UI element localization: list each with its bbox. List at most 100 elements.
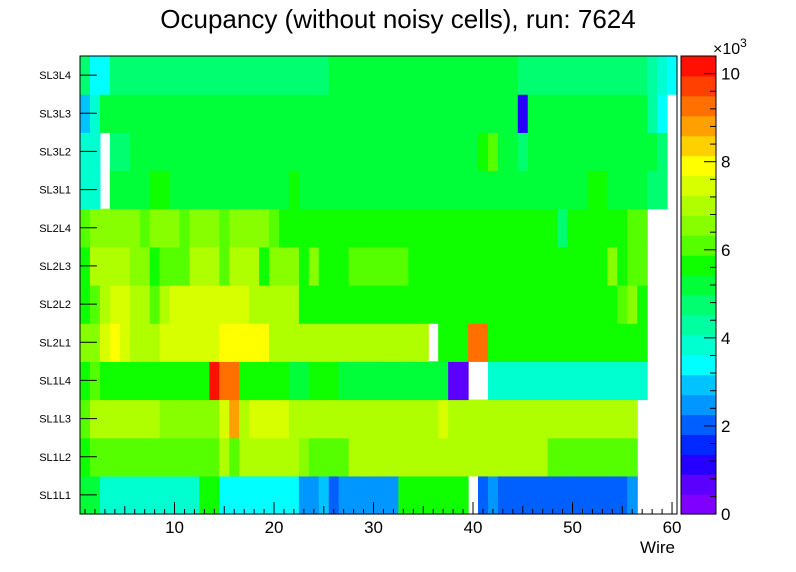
heatmap-cell [189,208,200,248]
heatmap-cell [497,285,509,324]
heatmap-cell [348,399,360,439]
heatmap-cell [119,132,131,172]
heatmap-cell [617,323,628,362]
heatmap-cell [527,437,539,477]
color-scale-band [681,215,716,236]
heatmap-cell [388,170,399,210]
heatmap-cell [597,475,608,515]
heatmap-cell [219,399,230,439]
heatmap-cell [318,399,330,439]
heatmap-cell [527,56,539,95]
heatmap-cell [159,132,171,172]
heatmap-cell [517,437,529,477]
heatmap-cell [119,94,131,133]
heatmap-cell [378,56,390,95]
heatmap-cell [288,246,300,286]
heatmap-cell [537,323,549,362]
heatmap-cell [119,56,131,95]
heatmap-cell [507,437,519,477]
heatmap-cell [567,285,579,324]
heatmap-cell [497,56,509,95]
heatmap-cell [487,170,499,210]
y-category-label: SL3L1 [39,185,71,197]
heatmap-cell [269,399,280,439]
heatmap-cell [438,399,449,439]
heatmap-cell [458,94,469,133]
heatmap-cell [547,208,559,248]
heatmap-cell [368,399,380,439]
heatmap-cell [517,170,529,210]
heatmap-cell [239,246,250,286]
heatmap-cell [189,170,200,210]
heatmap-cell [478,399,489,439]
heatmap-cell [259,94,270,133]
heatmap-cell [627,475,638,515]
heatmap-cell [159,361,171,401]
heatmap-cell [199,56,210,95]
heatmap-cell [298,437,310,477]
color-scale-band [681,135,716,157]
color-scale-label: 4 [721,329,730,348]
heatmap-cell [567,246,579,286]
heatmap-cell [129,132,141,172]
y-category-label: SL1L4 [39,375,71,387]
heatmap-cell [428,285,439,324]
heatmap-cell [617,208,628,248]
heatmap-cell [617,56,628,95]
heatmap-cell [527,94,539,133]
heatmap-cell [487,475,499,515]
heatmap-cell [219,323,230,362]
heatmap-cell [637,56,648,95]
heatmap-cell [547,246,559,286]
heatmap-cell [338,437,350,477]
heatmap-cell [378,475,390,515]
heatmap-cell [169,56,181,95]
color-scale-exponent: ×103 [713,36,747,58]
color-scale-band [681,294,716,316]
heatmap-cell [378,94,390,133]
heatmap-cell [487,208,499,248]
heatmap-cell [139,475,151,515]
heatmap-cell [468,285,479,324]
heatmap-cell [269,132,280,172]
heatmap-cell [209,56,220,95]
heatmap-cell [378,437,390,477]
heatmap-cell [328,56,340,95]
heatmap-cell [378,323,390,362]
heatmap-cell [149,208,161,248]
heatmap-cell [627,285,638,324]
heatmap-cell [507,475,519,515]
heatmap-cell [487,132,499,172]
heatmap-cell [418,56,429,95]
heatmap-cell [617,399,628,439]
heatmap-cell [448,475,459,515]
heatmap-cell [149,475,161,515]
chart-title: Ocupancy (without noisy cells), run: 762… [160,4,635,34]
heatmap-cell [169,132,181,172]
heatmap-cell [388,399,399,439]
heatmap-cell [448,437,459,477]
heatmap-cell [587,246,598,286]
heatmap-cell [547,399,559,439]
heatmap-cell [527,170,539,210]
heatmap-cell [547,170,559,210]
heatmap-cell [557,475,569,515]
heatmap-cell [149,285,161,324]
heatmap-cell [478,285,489,324]
heatmap-cell [109,94,121,133]
color-scale-band [681,394,716,416]
heatmap-cell [468,132,479,172]
heatmap-cell [388,246,399,286]
y-category-label: SL2L1 [39,337,71,349]
heatmap-cell [607,323,618,362]
heatmap-cell [438,361,449,401]
heatmap-cell [279,94,290,133]
heatmap-cell [179,285,191,324]
heatmap-cell [517,285,529,324]
heatmap-cell [527,132,539,172]
heatmap-cell [517,475,529,515]
heatmap-cell [229,399,240,439]
color-scale-band [681,434,716,455]
heatmap-cell [259,132,270,172]
heatmap-cell [239,475,250,515]
